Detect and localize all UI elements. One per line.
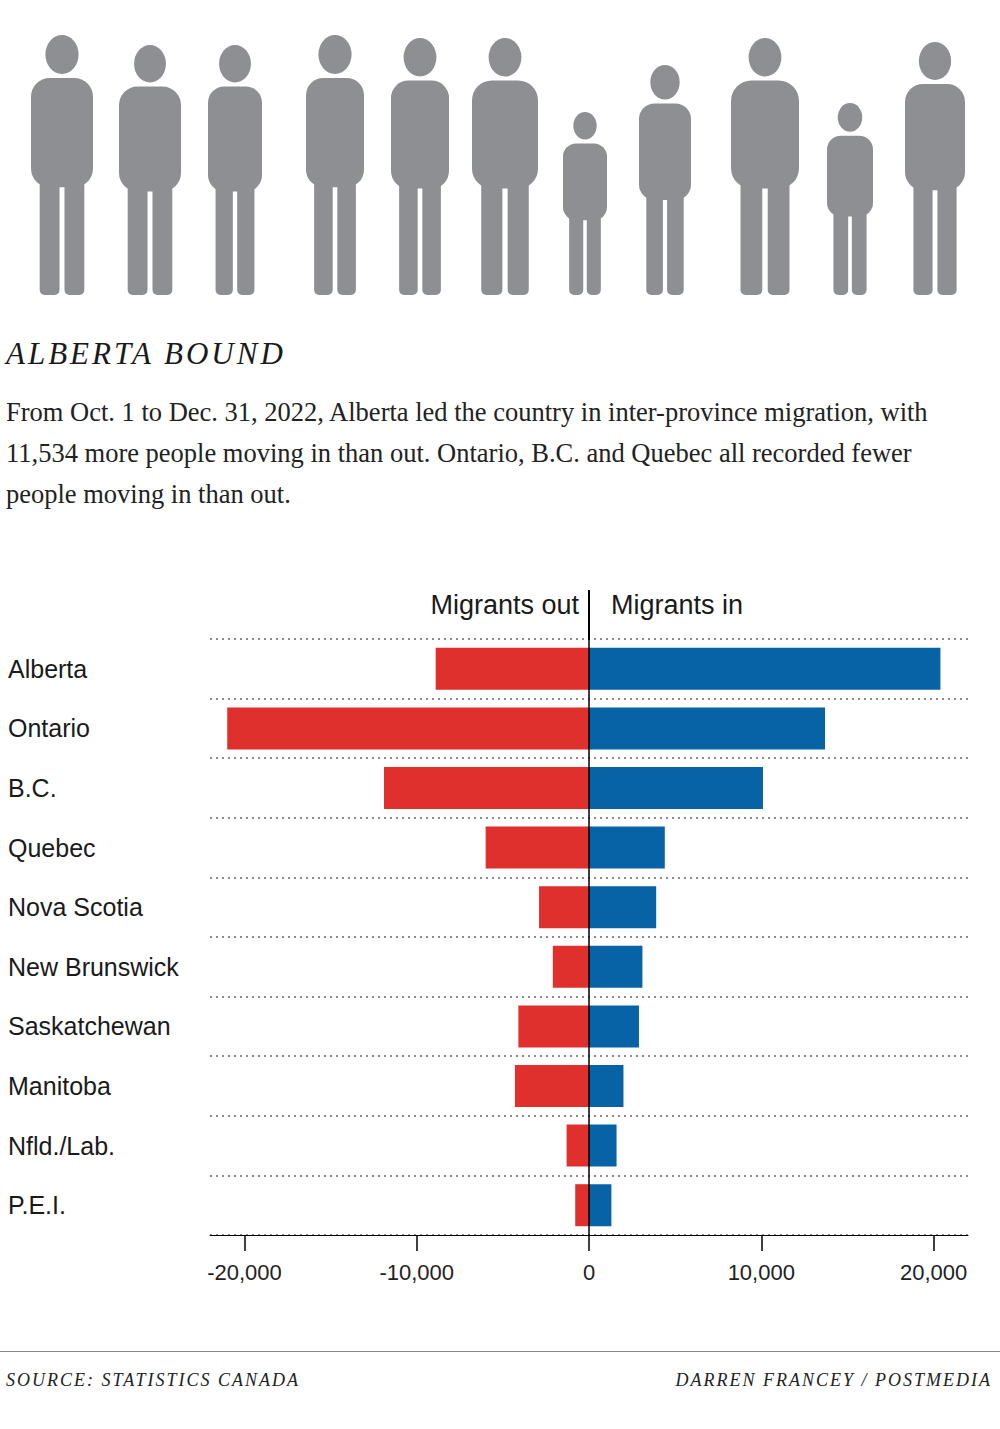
svg-text:0: 0 — [583, 1260, 595, 1285]
svg-text:-10,000: -10,000 — [379, 1260, 454, 1285]
svg-text:Ontario: Ontario — [8, 714, 90, 742]
html-text:From Oct. 1 to Dec. 31, 2022,: From Oct. 1 to Dec. 31, 2022, Alberta le… — [6, 397, 928, 509]
svg-text:P.E.I.: P.E.I. — [8, 1191, 66, 1219]
html-text:DARREN FRANCEY / POSTMEDIA: DARREN FRANCEY / POSTMEDIA — [675, 1370, 992, 1390]
svg-text:Saskatchewan: Saskatchewan — [8, 1012, 171, 1040]
svg-text:10,000: 10,000 — [728, 1260, 795, 1285]
svg-text:Alberta: Alberta — [8, 655, 87, 683]
svg-text:New Brunswick: New Brunswick — [8, 953, 179, 981]
svg-text:Nfld./Lab.: Nfld./Lab. — [8, 1132, 115, 1160]
svg-text:Nova Scotia: Nova Scotia — [8, 893, 143, 921]
html-text:Migrants out: Migrants out — [430, 590, 579, 620]
svg-text:20,000: 20,000 — [900, 1260, 967, 1285]
html-text:SOURCE: STATISTICS CANADA: SOURCE: STATISTICS CANADA — [6, 1370, 300, 1390]
svg-text:B.C.: B.C. — [8, 774, 57, 802]
svg-text:-20,000: -20,000 — [207, 1260, 282, 1285]
svg-text:Manitoba: Manitoba — [8, 1072, 111, 1100]
html-text:ALBERTA BOUND: ALBERTA BOUND — [6, 336, 286, 371]
svg-text:Quebec: Quebec — [8, 834, 96, 862]
html-text:Migrants in: Migrants in — [611, 590, 743, 620]
